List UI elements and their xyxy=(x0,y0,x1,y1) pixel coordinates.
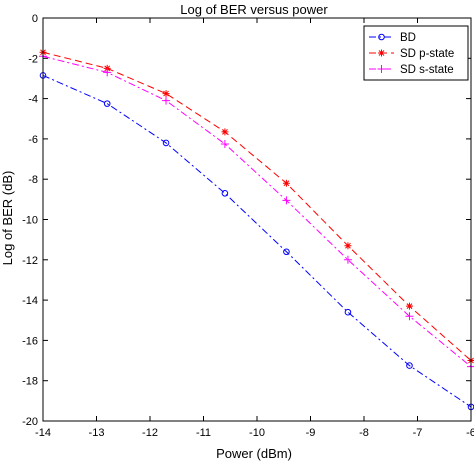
legend-marker xyxy=(378,49,385,57)
data-point xyxy=(162,96,171,105)
chart-title: Log of BER versus power xyxy=(180,2,328,17)
data-point xyxy=(405,302,413,310)
x-tick-label: -8 xyxy=(359,427,369,439)
series-line xyxy=(42,74,472,408)
y-tick-label: 0 xyxy=(32,13,38,25)
legend-label: BD xyxy=(400,32,416,44)
x-tick-label: -10 xyxy=(249,427,265,439)
y-axis-label: Log of BER (dB) xyxy=(0,171,15,266)
data-point xyxy=(344,308,352,316)
x-tick-label: -11 xyxy=(196,427,211,439)
data-point xyxy=(220,139,229,148)
y-tick-label: -2 xyxy=(28,53,38,65)
y-tick-label: -6 xyxy=(28,134,38,146)
legend-entry: SD s-state xyxy=(369,64,454,76)
series-line xyxy=(42,55,472,367)
y-tick-label: -14 xyxy=(22,295,38,307)
data-point xyxy=(282,196,291,205)
data-point xyxy=(162,90,170,98)
y-tick-label: -16 xyxy=(22,335,38,347)
data-point xyxy=(343,255,352,264)
x-tick-label: -9 xyxy=(306,427,316,439)
legend-entry: SD p-state xyxy=(369,48,454,60)
data-point xyxy=(283,248,290,256)
data-point xyxy=(282,179,290,187)
legend-marker xyxy=(377,65,386,73)
x-tick-label: -13 xyxy=(89,427,105,439)
y-tick-label: -10 xyxy=(22,215,38,227)
data-point xyxy=(103,64,111,72)
data-point xyxy=(103,68,112,77)
plot-frame xyxy=(42,17,472,422)
x-tick-label: -12 xyxy=(142,427,158,439)
x-tick-label: -7 xyxy=(413,427,423,439)
legend: BD SD p-state SD s-state xyxy=(363,25,469,81)
x-tick-label: -6 xyxy=(466,427,474,439)
series-0 xyxy=(39,72,474,411)
x-axis-label: Power (dBm) xyxy=(216,446,292,461)
legend-entry: BD xyxy=(369,32,416,44)
y-tick-label: -8 xyxy=(28,174,38,186)
y-tick-label: -20 xyxy=(22,416,38,428)
series-line xyxy=(42,51,472,361)
legend-marker xyxy=(378,33,385,41)
data-point xyxy=(221,190,229,197)
y-tick-label: -4 xyxy=(28,94,38,106)
data-point xyxy=(406,362,413,369)
ticks-layer: -14 -13 -12 -11 -10 -9 -8 -7 -6 0 -2 -4 -6 -8 -10 -12 -1… xyxy=(22,13,474,439)
y-tick-label: -12 xyxy=(22,255,38,267)
data-point xyxy=(344,242,352,250)
legend-label: SD p-state xyxy=(400,48,454,60)
data-point xyxy=(162,139,170,147)
legend-label: SD s-state xyxy=(400,64,454,76)
y-tick-label: -18 xyxy=(22,376,38,388)
data-point xyxy=(405,312,414,321)
x-tick-label: -14 xyxy=(35,427,51,439)
data-point xyxy=(221,128,229,136)
data-point xyxy=(103,100,111,107)
